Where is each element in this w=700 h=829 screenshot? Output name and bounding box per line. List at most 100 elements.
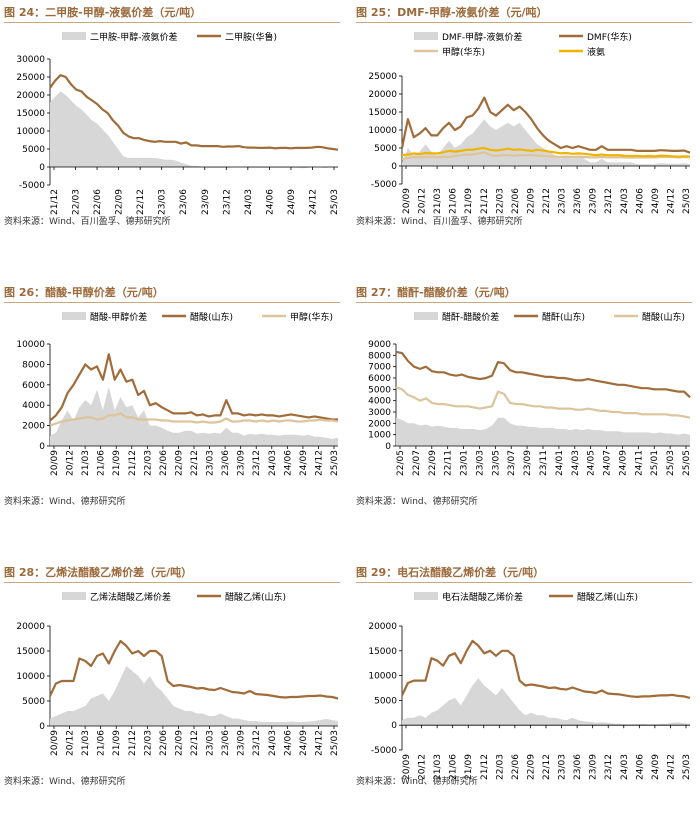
x-tick-label: 20/09 — [402, 754, 412, 780]
series-line-3 — [401, 146, 691, 158]
x-tick-label: 24/09 — [618, 450, 628, 476]
y-tick-label: 5000 — [368, 385, 391, 395]
x-tick-label: 24/06 — [283, 730, 293, 756]
x-tick-label: 24/03 — [620, 754, 630, 780]
y-tick-label: 25000 — [16, 73, 45, 83]
x-tick-label: 21/09 — [464, 188, 474, 214]
x-tick-label: 22/06 — [93, 189, 103, 215]
x-tick-label: 23/06 — [221, 730, 231, 756]
y-tick-label: 10000 — [368, 126, 397, 136]
x-tick-label: 21/03 — [433, 754, 443, 780]
x-tick-label: 23/06 — [573, 754, 583, 780]
chart-svg: 二甲胺-甲醇-液氨价差 二甲胺(华鲁) 30000 25000 20000 15000 10… — [16, 31, 340, 215]
x-tick-label: 21/12 — [480, 754, 490, 780]
x-tick-label: 20/09 — [50, 450, 60, 476]
legend-swatch — [62, 312, 86, 320]
x-tick-label: 21/12 — [128, 450, 138, 476]
y-tick-label: 25000 — [368, 72, 397, 82]
x-tick-label: 24/06 — [265, 189, 275, 215]
y-tick-label: 8000 — [22, 360, 45, 370]
chart-panel-26: 图 26：醋酸-甲醇价差（元/吨） 醋酸-甲醇价差 醋酸(山东) 甲醇(华东) 100… — [4, 284, 344, 549]
x-tick-label: 21/09 — [112, 730, 122, 756]
legend-label: 液氨 — [587, 46, 605, 58]
x-tick-label: 24/03 — [268, 730, 278, 756]
x-tick-label: 25/03 — [682, 754, 692, 780]
y-tick-label: 1000 — [368, 431, 391, 441]
x-tick-label: 23/07 — [507, 450, 517, 476]
y-tick-label: 0 — [39, 163, 45, 173]
legend-label: 甲醇(华东) — [290, 311, 333, 323]
x-tick-label: 25/03 — [330, 189, 340, 215]
legend-label: 二甲胺-甲醇-液氨价差 — [90, 31, 178, 43]
x-tick-label: 24/11 — [634, 450, 644, 476]
y-tick-label: 15000 — [16, 109, 45, 119]
y-tick-label: 2000 — [22, 422, 45, 432]
x-tick-label: 23/06 — [573, 188, 583, 214]
x-tick-label: 23/09 — [237, 450, 247, 476]
x-tick-label: 24/12 — [314, 450, 324, 476]
series-line-2 — [395, 386, 691, 419]
x-tick-label: 24/03 — [244, 189, 254, 215]
x-tick-label: 22/12 — [542, 188, 552, 214]
x-tick-label: 24/05 — [587, 450, 597, 476]
y-tick-label: -5000 — [19, 181, 45, 191]
y-tick-label: 10000 — [16, 340, 45, 350]
chart-svg: 醋酸-甲醇价差 醋酸(山东) 甲醇(华东) 10000 8000 6000 4000 2000… — [16, 311, 340, 476]
x-tick-label: 22/03 — [495, 754, 505, 780]
legend-label: 电石法醋酸乙烯价差 — [442, 591, 523, 603]
x-tick-label: 21/06 — [97, 730, 107, 756]
chart-title: 图 24：二甲胺-甲醇-液氨价差（元/吨） — [4, 4, 340, 23]
legend-swatch — [62, 592, 86, 600]
x-tick-label: 25/05 — [682, 450, 692, 476]
x-tick-label: 22/06 — [511, 188, 521, 214]
x-tick-label: 21/06 — [449, 754, 459, 780]
x-tick-label: 21/09 — [112, 450, 122, 476]
y-tick-label: 2000 — [368, 419, 391, 429]
x-tick-label: 23/09 — [237, 730, 247, 756]
legend-label: 乙烯法醋酸乙烯价差 — [90, 591, 171, 603]
x-tick-label: 22/03 — [72, 189, 82, 215]
x-tick-label: 23/12 — [604, 188, 614, 214]
x-tick-label: 24/12 — [314, 730, 324, 756]
series-area-0 — [396, 417, 690, 446]
x-tick-label: 22/07 — [412, 450, 422, 476]
legend-label: DMF(华东) — [587, 31, 632, 43]
y-tick-label: 5000 — [22, 145, 45, 155]
x-tick-label: 23/09 — [589, 754, 599, 780]
x-tick-label: 22/12 — [190, 730, 200, 756]
x-tick-label: 22/05 — [396, 450, 406, 476]
y-tick-label: 0 — [391, 162, 397, 172]
source-note: 资料来源：Wind、德邦研究所 — [356, 777, 478, 787]
x-tick-label: 21/12 — [50, 189, 60, 215]
chart-title: 图 25：DMF-甲醇-液氨价差（元/吨） — [356, 4, 692, 23]
legend-label: 二甲胺(华鲁) — [225, 31, 277, 43]
y-tick-label: 0 — [39, 722, 45, 732]
y-tick-label: 6000 — [368, 374, 391, 384]
series-line-1 — [49, 353, 338, 422]
x-tick-label: 24/03 — [620, 188, 630, 214]
x-tick-label: 20/09 — [50, 730, 60, 756]
x-tick-label: 25/01 — [650, 450, 660, 476]
x-tick-label: 23/03 — [206, 450, 216, 476]
chart-panel-27: 图 27：醋酐-醋酸价差（元/吨） 醋酐-醋酸价差 醋酐(山东) 醋酸(山东) 900… — [356, 284, 696, 549]
chart-svg: 电石法醋酸乙烯价差 醋酸乙烯(山东) 20000 15000 10000 5000 0 -50… — [368, 591, 692, 780]
series-area-0 — [402, 678, 690, 726]
x-tick-label: 22/03 — [495, 188, 505, 214]
legend-swatch — [62, 32, 86, 40]
x-tick-label: 23/09 — [589, 188, 599, 214]
x-tick-label: 25/03 — [682, 188, 692, 214]
x-tick-label: 20/12 — [66, 730, 76, 756]
x-tick-label: 21/06 — [449, 188, 459, 214]
source-note: 资料来源：Wind、德邦研究所 — [4, 777, 126, 787]
y-tick-label: 15000 — [16, 647, 45, 657]
x-tick-label: 22/11 — [444, 450, 454, 476]
y-tick-label: 20000 — [368, 622, 397, 632]
y-tick-label: 5000 — [374, 144, 397, 154]
x-tick-label: 23/01 — [460, 450, 470, 476]
legend-swatch — [414, 32, 438, 40]
chart-svg: DMF-甲醇-液氨价差 DMF(华东) 甲醇(华东) 液氨 25000 20000 1500… — [368, 31, 692, 214]
y-tick-label: -5000 — [371, 746, 397, 756]
legend-label: 醋酸乙烯(山东) — [577, 591, 638, 603]
legend-label: 甲醇(华东) — [442, 46, 485, 58]
x-tick-label: 24/09 — [299, 730, 309, 756]
